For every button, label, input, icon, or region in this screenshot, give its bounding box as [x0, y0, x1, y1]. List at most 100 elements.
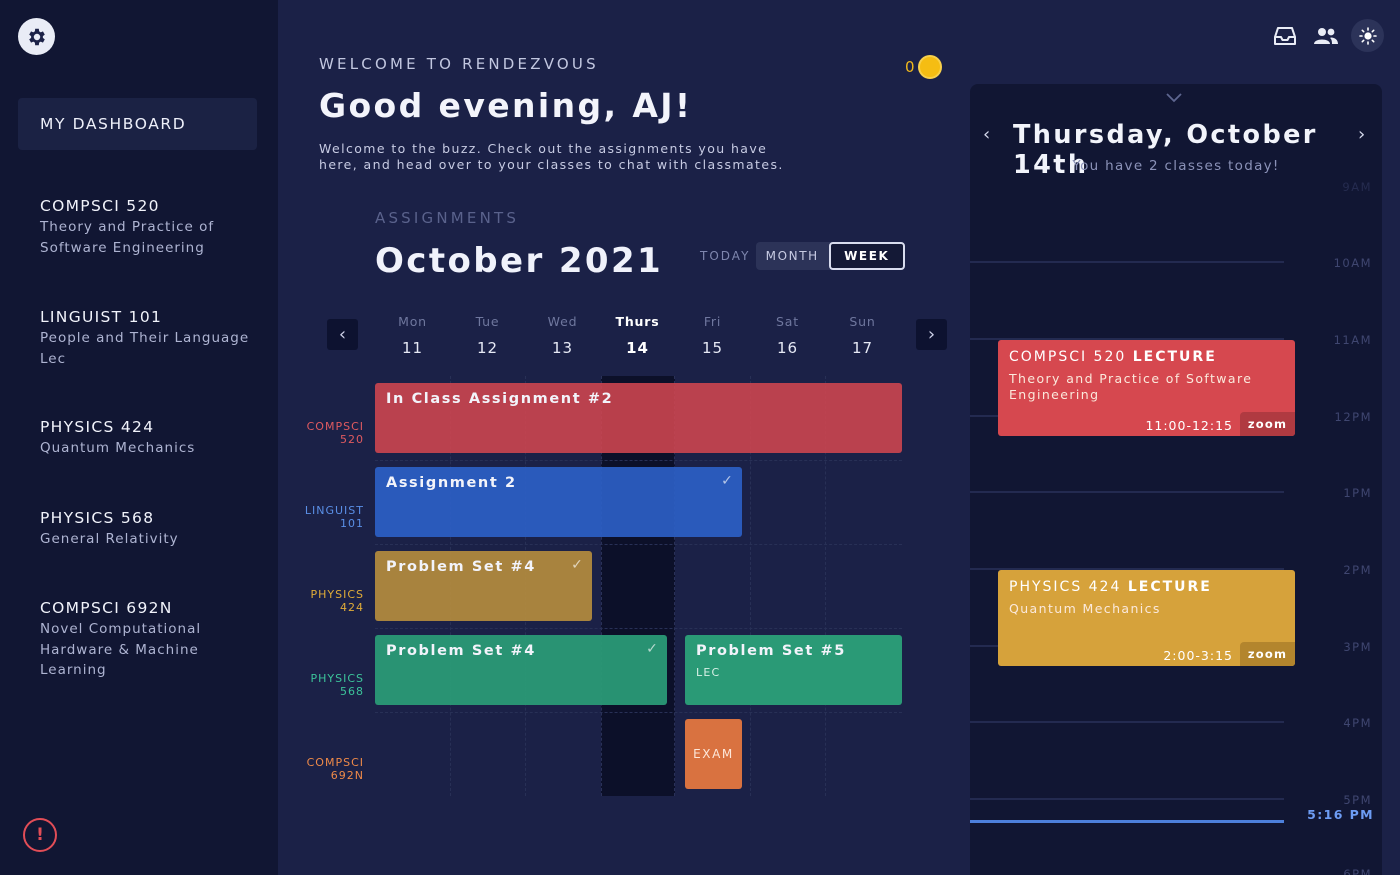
check-icon[interactable]: ✓ — [646, 641, 658, 657]
task-problem-set-5[interactable]: Problem Set #5 LEC — [685, 635, 902, 705]
collapse-panel-button[interactable] — [1166, 92, 1182, 107]
grid-column-line — [750, 376, 751, 796]
day-header-wed: Wed 13 — [525, 314, 600, 357]
grid-row-line — [375, 712, 902, 713]
my-dashboard-label: MY DASHBOARD — [40, 115, 187, 133]
course-code: COMPSCI 520 — [40, 197, 160, 215]
greeting-title: Good evening, AJ! — [319, 86, 693, 125]
today-button[interactable]: TODAY — [700, 249, 751, 263]
alert-button[interactable]: ! — [23, 818, 57, 852]
sidebar-course-physics-424[interactable]: PHYSICS 424 Quantum Mechanics — [40, 417, 265, 459]
hour-label: 1PM — [1343, 486, 1372, 500]
event-kind: LECTURE — [1127, 579, 1212, 595]
task-title: Problem Set #4 — [386, 643, 536, 659]
event-subtitle: Theory and Practice of Software Engineer… — [1009, 371, 1253, 402]
sidebar-course-physics-568[interactable]: PHYSICS 568 General Relativity — [40, 508, 265, 550]
zoom-link-button[interactable]: zoom — [1240, 412, 1295, 436]
course-name: People and Their Language Lec — [40, 330, 250, 367]
event-kind: LECTURE — [1132, 349, 1217, 365]
chevron-left-icon: ‹ — [983, 124, 991, 145]
course-code: COMPSCI 692N — [40, 599, 173, 617]
row-label-linguist-101: LINGUIST 101 — [296, 504, 364, 530]
task-in-class-assignment-2[interactable]: In Class Assignment #2 — [375, 383, 902, 453]
event-title: PHYSICS 424 LECTURE — [1009, 579, 1284, 595]
task-problem-set-4-physics-424[interactable]: Problem Set #4 ✓ — [375, 551, 592, 621]
day-date: 17 — [851, 339, 874, 357]
row-label-compsci-692n: COMPSCI 692N — [296, 756, 364, 782]
day-header-fri: Fri 15 — [675, 314, 750, 357]
row-label-line: LINGUIST — [304, 504, 364, 517]
next-week-button[interactable]: › — [916, 319, 947, 350]
course-name: Novel Computational Hardware & Machine L… — [40, 621, 202, 678]
event-course: COMPSCI 520 — [1009, 349, 1127, 365]
hour-line — [970, 261, 1284, 263]
day-header-mon: Mon 11 — [375, 314, 450, 357]
current-time-label: 5:16 PM — [1307, 807, 1374, 822]
task-title: In Class Assignment #2 — [386, 391, 614, 407]
check-icon[interactable]: ✓ — [721, 473, 733, 489]
task-title: Assignment 2 — [386, 475, 517, 491]
next-day-button[interactable]: › — [1358, 124, 1365, 145]
hour-line — [970, 721, 1284, 723]
month-view-button[interactable]: MONTH — [765, 249, 819, 263]
schedule-subtitle: You have 2 classes today! — [1072, 158, 1280, 174]
hour-line — [970, 338, 1284, 340]
month-title: October 2021 — [375, 241, 664, 281]
sidebar-course-compsci-692n[interactable]: COMPSCI 692N Novel Computational Hardwar… — [40, 598, 265, 681]
chevron-down-icon — [1166, 93, 1182, 103]
sidebar: MY DASHBOARD COMPSCI 520 Theory and Prac… — [0, 0, 278, 875]
view-toggle: MONTH WEEK — [756, 242, 905, 270]
hour-label: 9AM — [1342, 180, 1372, 194]
grid-column-line — [825, 376, 826, 796]
check-icon[interactable]: ✓ — [571, 557, 583, 573]
chevron-left-icon: ‹ — [338, 324, 347, 345]
inbox-icon — [1274, 27, 1296, 45]
day-name: Fri — [703, 314, 722, 329]
current-time-line — [970, 820, 1284, 823]
prev-day-button[interactable]: ‹ — [983, 124, 990, 145]
hour-label: 12PM — [1334, 410, 1372, 424]
prev-week-button[interactable]: ‹ — [327, 319, 358, 350]
event-time: 2:00-3:15 — [1163, 648, 1233, 663]
hour-line — [970, 491, 1284, 493]
row-label-physics-424: PHYSICS 424 — [296, 588, 364, 614]
people-icon — [1314, 28, 1338, 44]
zoom-link-button[interactable]: zoom — [1240, 642, 1295, 666]
week-view-button[interactable]: WEEK — [828, 242, 905, 270]
task-assignment-2[interactable]: Assignment 2 ✓ — [375, 467, 742, 537]
alert-icon: ! — [36, 825, 44, 845]
row-label-line: 568 — [340, 685, 364, 698]
day-name: Sun — [849, 314, 876, 329]
task-title: EXAM — [693, 747, 734, 761]
sidebar-course-compsci-520[interactable]: COMPSCI 520 Theory and Practice of Softw… — [40, 196, 265, 258]
hour-line — [970, 798, 1284, 800]
sun-icon — [1358, 26, 1377, 45]
day-name: Sat — [776, 314, 799, 329]
day-date: 14 — [626, 339, 649, 357]
inbox-button[interactable] — [1270, 21, 1300, 51]
event-physics-424-lecture[interactable]: PHYSICS 424 LECTURE Quantum Mechanics 2:… — [998, 570, 1295, 666]
course-name: Theory and Practice of Software Engineer… — [40, 219, 215, 256]
welcome-tag: WELCOME TO RENDEZVOUS — [319, 55, 599, 73]
people-button[interactable] — [1311, 21, 1341, 51]
sidebar-course-linguist-101[interactable]: LINGUIST 101 People and Their Language L… — [40, 307, 265, 369]
hour-label: 10AM — [1333, 256, 1372, 270]
day-date: 16 — [776, 339, 799, 357]
day-header-thu: Thurs 14 — [600, 314, 675, 357]
daily-schedule-panel: ‹ Thursday, October 14th › You have 2 cl… — [970, 84, 1382, 875]
coin-counter[interactable]: 0 — [905, 55, 942, 79]
settings-button[interactable] — [18, 18, 55, 55]
my-dashboard-button[interactable]: MY DASHBOARD — [18, 98, 257, 150]
course-code: LINGUIST 101 — [40, 308, 163, 326]
row-label-line: 692N — [330, 769, 364, 782]
row-label-physics-568: PHYSICS 568 — [296, 672, 364, 698]
day-date: 12 — [476, 339, 499, 357]
task-exam[interactable]: EXAM — [685, 719, 742, 789]
theme-toggle-button[interactable] — [1351, 19, 1384, 52]
task-problem-set-4-physics-568[interactable]: Problem Set #4 ✓ — [375, 635, 667, 705]
event-compsci-520-lecture[interactable]: COMPSCI 520 LECTURE Theory and Practice … — [998, 340, 1295, 436]
day-name: Mon — [398, 314, 427, 329]
day-name: Tue — [475, 314, 500, 329]
course-code: PHYSICS 568 — [40, 509, 155, 527]
grid-row-line — [375, 544, 902, 545]
